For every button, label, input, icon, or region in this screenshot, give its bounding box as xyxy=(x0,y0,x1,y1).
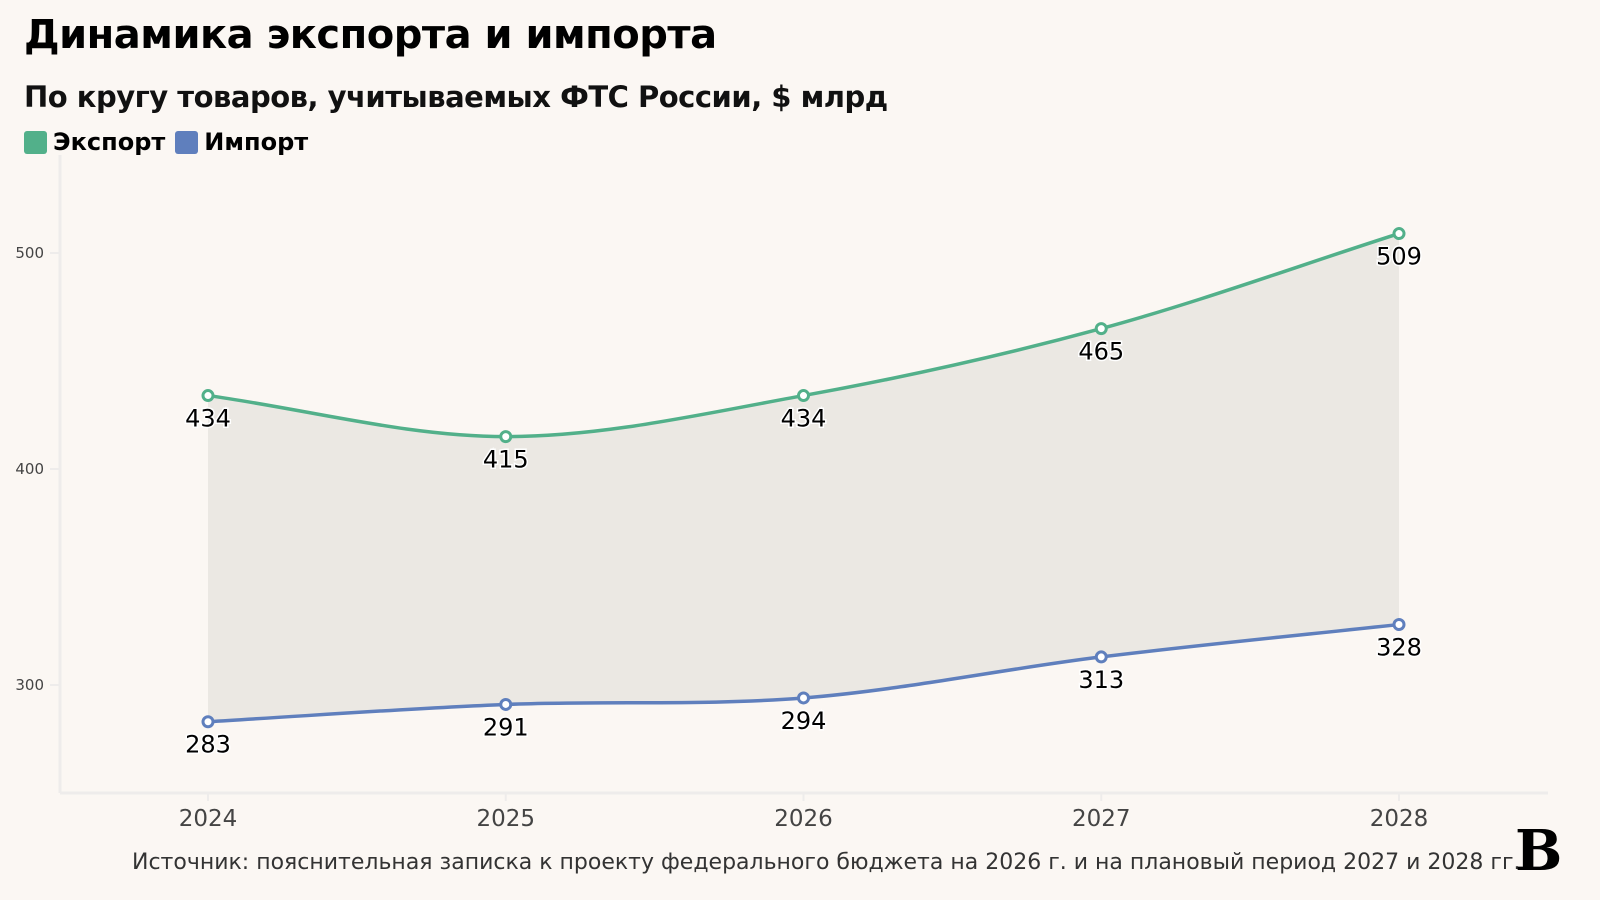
export-data-label: 434 xyxy=(185,405,231,433)
import-data-label: 328 xyxy=(1376,634,1422,662)
export-point xyxy=(797,389,810,403)
export-data-label: 509 xyxy=(1376,243,1422,271)
import-point xyxy=(499,697,513,711)
import-data-label: 313 xyxy=(1078,666,1124,694)
legend-label-export: Экспорт xyxy=(53,128,166,156)
chart-subtitle: По кругу товаров, учитываемых ФТС России… xyxy=(24,80,888,114)
chart-title: Динамика экспорта и импорта xyxy=(24,12,717,58)
import-point xyxy=(1094,650,1108,664)
import-point xyxy=(1392,618,1406,632)
legend-item-import: Импорт xyxy=(175,128,308,156)
export-data-label: 434 xyxy=(781,405,827,433)
y-tick-label: 300 xyxy=(15,676,44,694)
area-between xyxy=(208,233,1399,722)
x-tick-label: 2026 xyxy=(774,806,833,832)
x-tick-label: 2027 xyxy=(1072,806,1131,832)
legend-item-export: Экспорт xyxy=(24,128,165,156)
export-data-label: 415 xyxy=(483,446,529,474)
import-data-label: 294 xyxy=(781,707,827,735)
import-data-label: 283 xyxy=(185,731,231,759)
x-tick-label: 2028 xyxy=(1370,806,1429,832)
legend-swatch-export xyxy=(24,130,47,154)
import-point xyxy=(201,715,215,729)
export-point xyxy=(1094,322,1108,336)
x-tick-label: 2024 xyxy=(179,806,238,832)
legend-swatch-import xyxy=(175,130,199,154)
export-data-label: 465 xyxy=(1078,338,1124,366)
vedomosti-logo: В xyxy=(1515,818,1563,884)
export-point xyxy=(1392,227,1406,241)
legend: Экспорт Импорт xyxy=(24,128,318,156)
source-note: Источник: пояснительная записка к проект… xyxy=(132,850,1521,875)
x-tick-label: 2025 xyxy=(476,806,535,832)
y-tick-label: 400 xyxy=(15,460,44,478)
import-data-label: 291 xyxy=(483,713,529,741)
import-point xyxy=(797,691,810,705)
y-tick-label: 500 xyxy=(15,244,44,262)
export-point xyxy=(201,389,215,403)
export-point xyxy=(499,430,513,444)
legend-label-import: Импорт xyxy=(204,128,309,156)
